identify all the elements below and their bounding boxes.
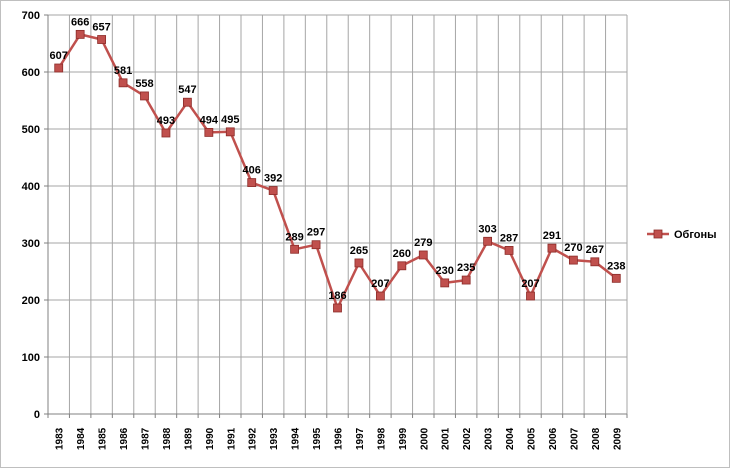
data-label: 270 (564, 242, 582, 254)
data-point (375, 291, 385, 301)
x-tick-label: 2002 (462, 427, 473, 450)
data-point (590, 257, 600, 267)
data-label: 666 (71, 16, 89, 28)
data-label: 287 (500, 232, 518, 244)
data-label: 291 (543, 230, 561, 242)
data-label: 547 (178, 84, 196, 96)
data-point (547, 243, 557, 253)
data-point (568, 255, 578, 265)
x-tick-label: 2001 (441, 427, 452, 450)
x-tick-label: 1985 (98, 427, 109, 450)
y-tick-label: 0 (34, 409, 40, 421)
x-tick-label: 1995 (312, 427, 323, 450)
x-tick-label: 1999 (398, 427, 409, 450)
data-label: 265 (350, 245, 368, 257)
data-point (225, 127, 235, 137)
data-label: 267 (586, 244, 604, 256)
data-point (504, 246, 514, 255)
data-point (397, 261, 407, 271)
data-point (54, 63, 64, 73)
data-label: 657 (92, 22, 110, 34)
y-tick-label: 700 (22, 10, 40, 22)
data-point (182, 97, 192, 107)
y-tick-label: 600 (22, 67, 40, 79)
data-point (461, 275, 471, 285)
grid (48, 14, 628, 414)
data-label: 207 (371, 278, 389, 290)
data-label: 186 (328, 290, 346, 302)
data-label: 494 (200, 114, 219, 126)
data-point (333, 303, 342, 313)
data-point (268, 186, 278, 195)
data-point (611, 273, 621, 283)
x-tick-label: 1996 (334, 427, 345, 450)
axes: 0 100 200 300 400 500 600 700 1983 1984 1985 1986 19… (22, 10, 628, 450)
x-tick-label: 1983 (55, 427, 66, 450)
data-point (97, 35, 107, 44)
data-point (311, 240, 321, 250)
x-tick-label: 1988 (162, 427, 173, 450)
legend: Обгоны (647, 229, 717, 241)
data-point (247, 178, 257, 187)
data-point (526, 291, 535, 301)
data-label: 230 (436, 265, 454, 277)
x-tick-label: 2009 (612, 427, 623, 450)
data-point (161, 128, 171, 138)
x-tick-label: 2007 (569, 427, 580, 450)
data-label: 238 (607, 260, 625, 272)
x-tick-label: 1991 (226, 427, 237, 450)
y-tick-label: 200 (22, 295, 40, 307)
x-tick-label: 1993 (269, 427, 280, 450)
data-point (118, 78, 128, 88)
y-tick-label: 300 (22, 238, 40, 250)
data-point (483, 236, 493, 246)
y-tick-label: 400 (22, 181, 40, 193)
legend-label: Обгоны (674, 229, 717, 241)
x-tick-label: 2006 (548, 427, 559, 450)
x-tick-label: 2003 (484, 427, 495, 450)
x-tick-label: 1986 (119, 427, 130, 450)
x-tick-label: 2004 (505, 427, 516, 450)
x-tick-label: 1994 (291, 427, 302, 450)
data-label: 235 (457, 262, 475, 274)
data-label: 581 (114, 65, 132, 77)
data-point (140, 91, 149, 101)
x-tick-label: 1987 (141, 427, 152, 450)
x-tick-label: 1992 (248, 427, 259, 450)
x-tick-label: 2008 (591, 427, 602, 450)
data-point (75, 29, 85, 39)
y-tick-label: 100 (22, 352, 40, 364)
x-tick-label: 1990 (205, 427, 216, 450)
series-layer (54, 29, 621, 313)
x-tick-label: 2005 (527, 427, 538, 450)
data-label: 297 (307, 227, 325, 239)
data-label: 607 (50, 50, 68, 62)
x-tick-label: 1997 (355, 427, 366, 450)
data-point (204, 128, 214, 137)
y-tick-label: 500 (22, 124, 40, 136)
legend-marker (653, 229, 663, 239)
data-label: 493 (157, 115, 175, 127)
data-label: 260 (393, 248, 411, 260)
data-label: 289 (285, 231, 303, 243)
data-label: 279 (414, 237, 432, 249)
data-label: 558 (135, 78, 153, 90)
data-label: 207 (521, 278, 539, 290)
data-point (418, 250, 428, 260)
data-label: 495 (221, 114, 239, 126)
data-point (440, 278, 450, 288)
data-label: 303 (478, 223, 496, 235)
x-tick-label: 1998 (376, 427, 387, 450)
data-label: 406 (243, 165, 261, 177)
x-tick-label: 2000 (419, 427, 430, 450)
x-tick-label: 1984 (76, 427, 87, 450)
x-tick-label: 1989 (183, 427, 194, 450)
data-point (290, 244, 300, 254)
data-label: 392 (264, 173, 282, 185)
data-point (354, 258, 364, 268)
